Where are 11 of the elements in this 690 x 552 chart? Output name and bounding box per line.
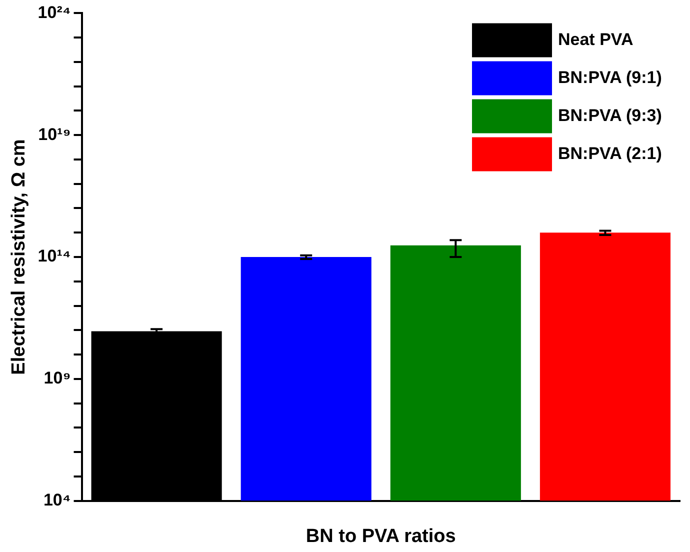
x-axis-title: BN to PVA ratios <box>306 526 456 547</box>
y-axis-title: Electrical resistivity, Ω cm <box>8 139 30 375</box>
y-tick-label: 10⁹ <box>44 368 71 388</box>
y-tick-label: 10¹⁹ <box>38 124 71 144</box>
legend-label: Neat PVA <box>558 30 634 49</box>
y-tick-label: 10⁴ <box>43 490 71 510</box>
legend-label: BN:PVA (9:1) <box>558 68 662 87</box>
y-tick-label: 10²⁴ <box>38 2 71 22</box>
y-tick-label: 10¹⁴ <box>38 246 71 266</box>
legend-label: BN:PVA (9:3) <box>558 106 662 125</box>
legend-label: BN:PVA (2:1) <box>558 144 662 163</box>
